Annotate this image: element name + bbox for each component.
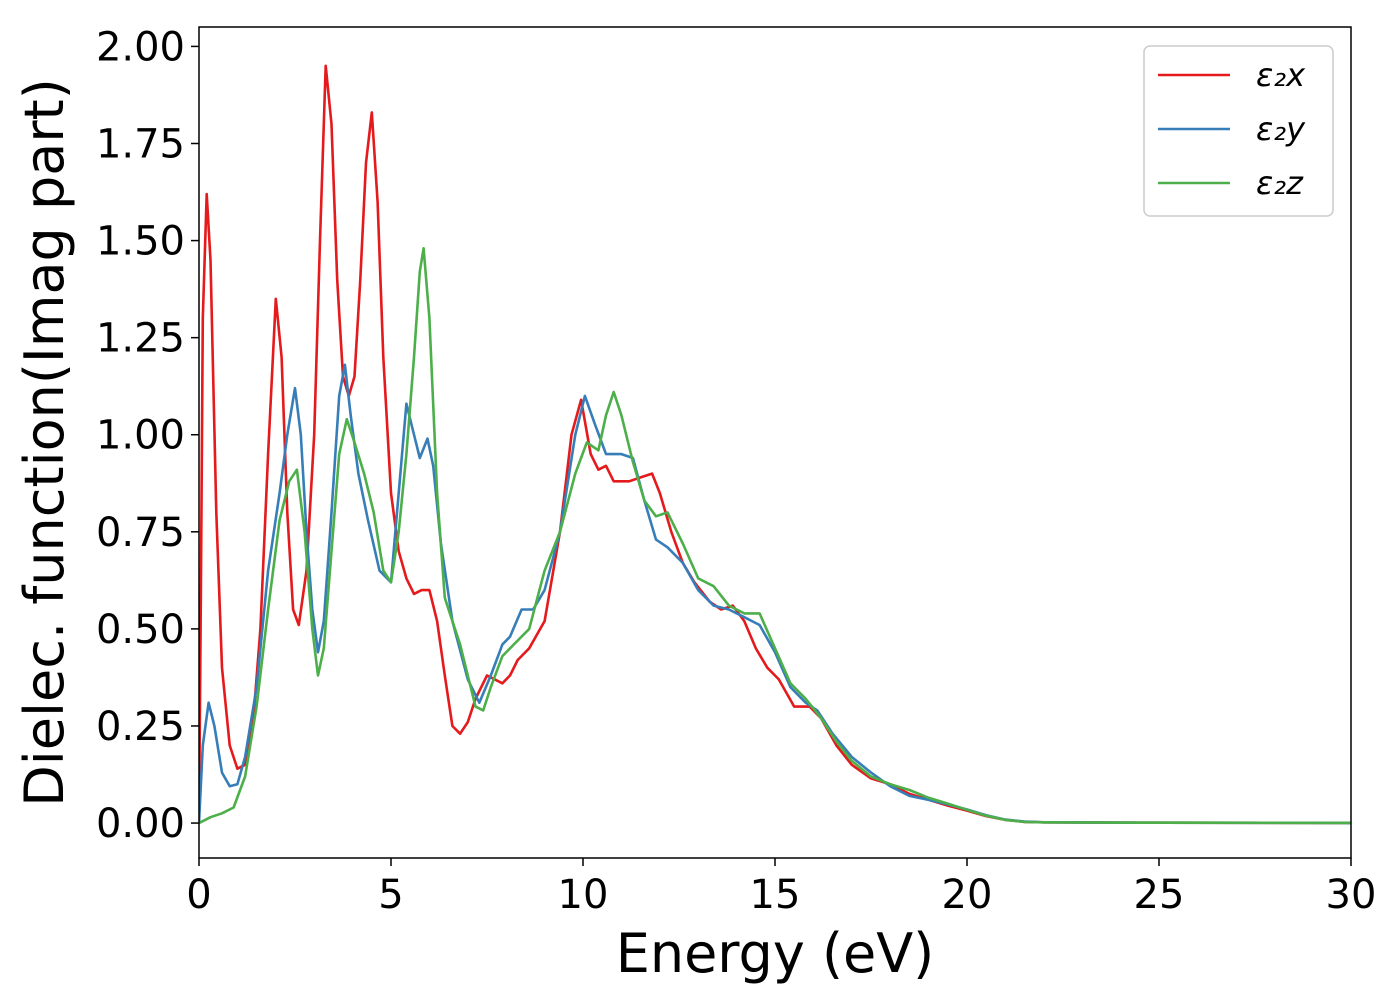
y-tick-label: 0.75 [96,510,185,556]
y-tick-label: 1.00 [96,413,185,459]
series-line-1 [199,363,1351,825]
legend-label-0: ε₂x [1256,56,1306,94]
y-axis-label: Dielec. function(Imag part) [13,78,76,807]
x-axis: 0 5 10 15 20 25 30 [186,858,1376,918]
x-tick-label: 5 [378,872,403,918]
y-tick-label: 0.25 [96,704,185,750]
x-tick-label: 10 [558,872,609,918]
x-tick-label: 15 [750,872,801,918]
series-line-2 [199,247,1351,825]
x-axis-label: Energy (eV) [616,922,935,985]
legend-label-1: ε₂y [1256,110,1306,148]
y-tick-label: 1.25 [96,316,185,362]
x-tick-label: 30 [1326,872,1377,918]
y-tick-label: 2.00 [96,24,185,70]
y-axis: 0.00 0.25 0.50 0.75 1.00 1.25 1.50 1.75 2.00 [96,24,199,847]
x-tick-label: 25 [1134,872,1185,918]
legend-label-2: ε₂z [1256,164,1304,202]
y-tick-label: 1.75 [96,121,185,167]
series-layer [199,64,1351,825]
legend: ε₂x ε₂y ε₂z [1143,45,1334,217]
y-tick-label: 0.00 [96,801,185,847]
x-tick-label: 20 [942,872,993,918]
legend-box [1143,45,1334,217]
y-tick-label: 0.50 [96,607,185,653]
y-tick-label: 1.50 [96,219,185,265]
x-tick-label: 0 [186,872,211,918]
